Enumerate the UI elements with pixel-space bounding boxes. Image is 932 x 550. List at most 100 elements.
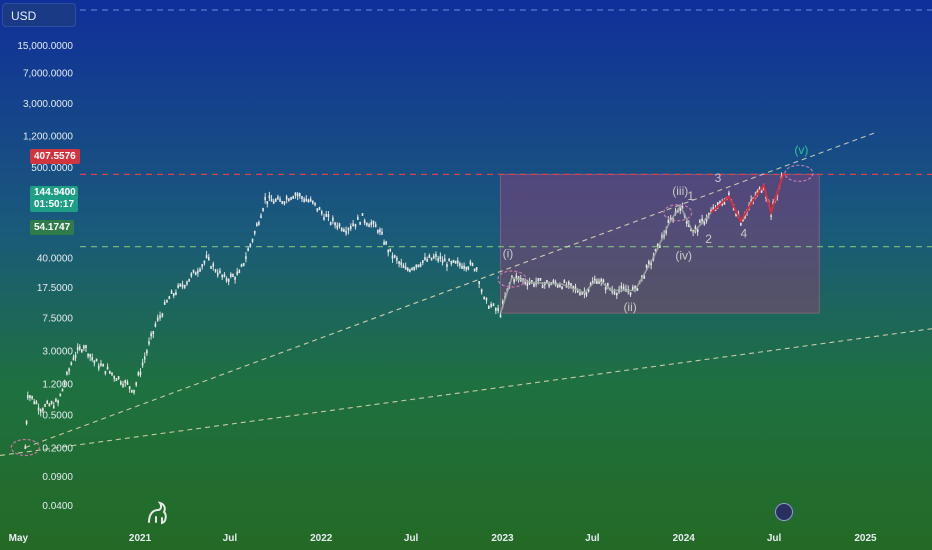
candle-body [25, 420, 28, 424]
candle-body [556, 284, 559, 288]
candle-body [587, 288, 590, 292]
candle-body [398, 261, 400, 265]
candle-body [446, 264, 448, 268]
candle-body [585, 292, 588, 296]
candle-body [232, 274, 234, 278]
candle-body [175, 292, 177, 296]
candle-body [366, 222, 368, 226]
candle-body [332, 217, 334, 221]
candle-body [613, 291, 616, 295]
candle-body [57, 400, 59, 404]
candle-body [696, 229, 699, 233]
candle-body [100, 363, 102, 367]
candle-body [574, 286, 577, 290]
candle-body [439, 256, 442, 260]
candle-body [567, 281, 570, 285]
candle-body [288, 198, 290, 202]
candle-body [113, 375, 116, 379]
candle-body [681, 205, 684, 209]
candle-body [135, 382, 138, 386]
wave-label: 3 [715, 171, 722, 185]
x-axis-tick-label: Jul [767, 533, 782, 544]
y-axis-tick-label: 7.5000 [42, 314, 73, 325]
candle-body [61, 388, 64, 392]
candle-body [539, 277, 542, 281]
candle-body [634, 285, 636, 289]
candle-body [70, 362, 73, 366]
y-axis-tick-label: 3,000.0000 [23, 99, 73, 110]
candle-body [391, 255, 394, 259]
candle-body [72, 357, 75, 361]
candle-body [253, 230, 256, 234]
candle-body [471, 263, 474, 267]
compass-icon[interactable] [775, 503, 793, 521]
candle-body [274, 198, 277, 202]
candle-body [192, 269, 195, 273]
x-axis-tick-label: 2025 [854, 533, 877, 544]
candle-body [78, 346, 81, 350]
candle-body [122, 383, 124, 387]
tradingview-logo-icon[interactable] [146, 500, 168, 526]
candle-body [44, 403, 46, 407]
candle-body [688, 224, 690, 228]
candle-body [596, 281, 598, 285]
candle-body [309, 198, 312, 202]
candle-body [139, 371, 142, 375]
candle-body [148, 341, 150, 345]
candle-body [117, 376, 120, 380]
last-price-value: 144.9400 [34, 187, 76, 198]
candle-body [190, 273, 193, 277]
candle-body [225, 278, 228, 282]
candle-body [59, 393, 62, 397]
candle-body [448, 258, 450, 262]
candle-body [285, 196, 288, 200]
candle-body [443, 258, 446, 262]
trendline [0, 328, 932, 457]
candle-body [323, 216, 325, 220]
wave-label: (iv) [675, 248, 692, 262]
currency-button[interactable]: USD [2, 3, 76, 27]
candle-body [52, 405, 55, 409]
candle-body [607, 283, 609, 287]
candle-body [172, 292, 175, 296]
candle-body [744, 215, 746, 219]
candle-body [279, 198, 281, 202]
candle-body [488, 305, 490, 309]
y-axis-tick-label: 0.2000 [42, 443, 73, 454]
green-level-price-label: 54.1747 [30, 220, 75, 235]
x-axis-tick-label: 2022 [310, 533, 333, 544]
candle-body [55, 398, 57, 402]
candle-body [301, 195, 303, 199]
candle-body [435, 253, 437, 257]
y-axis-tick-label: 0.0900 [42, 472, 73, 483]
candle-body [242, 262, 245, 266]
candle-body [483, 296, 485, 300]
candle-body [141, 362, 144, 366]
candle-body [236, 271, 239, 275]
candle-body [679, 207, 682, 211]
candle-body [68, 368, 70, 372]
candle-body [24, 446, 27, 450]
x-axis-tick-label: Jul [585, 533, 600, 544]
candle-body [168, 296, 171, 300]
candle-body [377, 229, 379, 233]
candle-body [475, 267, 478, 271]
candle-body [201, 263, 204, 267]
candle-body [29, 395, 31, 399]
y-axis-tick-label: 500.0000 [31, 163, 73, 174]
candle-body [459, 263, 461, 267]
candle-body [620, 285, 623, 289]
candle-body [154, 323, 157, 327]
candle-body [415, 264, 418, 268]
candle-body [305, 198, 308, 202]
candle-body [413, 266, 415, 270]
wave-label: (iii) [672, 184, 688, 198]
candle-body [467, 266, 470, 270]
candle-body [740, 222, 742, 226]
candle-body [108, 370, 111, 374]
y-axis-tick-label: 0.5000 [42, 411, 73, 422]
candle-body [46, 400, 49, 404]
pivot-circle-marker [663, 204, 693, 222]
